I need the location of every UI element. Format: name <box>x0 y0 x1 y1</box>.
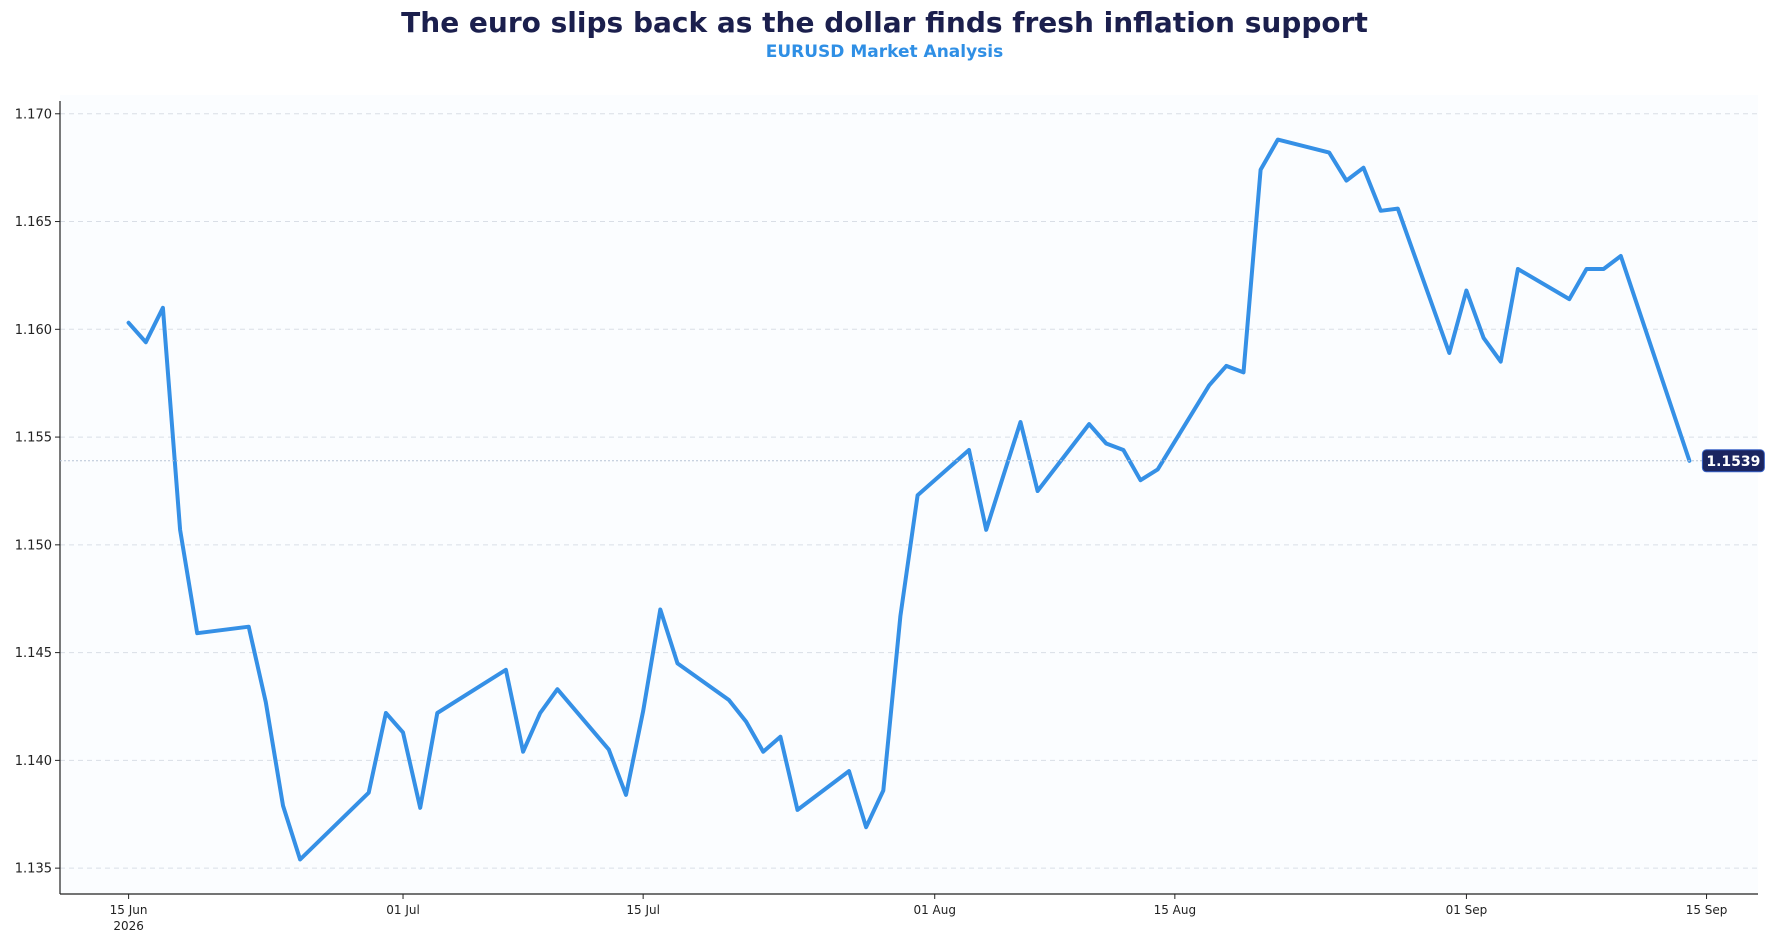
grid-lines <box>60 95 1758 894</box>
x-tick-label: 15 Jul <box>626 903 660 917</box>
x-axis-ticks: 15 Jun 2026 01 Jul 15 Jul 01 Aug 15 Aug 01 Sep… <box>110 894 1728 933</box>
chart-title: The euro slips back as the dollar finds … <box>401 6 1368 39</box>
y-tick-label: 1.165 <box>15 215 52 230</box>
y-tick-label: 1.155 <box>15 431 52 446</box>
x-tick-label: 01 Sep <box>1446 903 1488 917</box>
x-tick-label: 15 Aug <box>1154 903 1197 917</box>
x-tick-label: 01 Aug <box>913 903 956 917</box>
last-value-badge <box>1701 449 1765 473</box>
series-layer <box>126 137 1692 862</box>
x-tick-label: 15 Sep <box>1686 903 1728 917</box>
last-value-label: 1.1539 <box>1706 454 1760 470</box>
y-tick-label: 1.135 <box>15 862 52 877</box>
x-tick-year-label: 2026 <box>113 919 144 933</box>
x-tick-label: 01 Jul <box>386 903 420 917</box>
chart-subtitle: EURUSD Market Analysis <box>765 42 1004 62</box>
y-tick-label: 1.170 <box>15 107 52 122</box>
series-line <box>126 137 1692 862</box>
y-axis-ticks: 1.135 1.140 1.145 1.150 1.155 1.160 1.165 1.170 <box>15 107 60 877</box>
y-tick-label: 1.140 <box>15 754 52 769</box>
y-tick-label: 1.150 <box>15 538 52 553</box>
axes <box>59 101 1758 895</box>
y-tick-label: 1.145 <box>15 646 52 661</box>
y-tick-label: 1.160 <box>15 323 52 338</box>
x-tick-label: 15 Jun <box>110 903 148 917</box>
last-value-layer: 1.1539 <box>60 449 1765 473</box>
plot-background <box>60 95 1758 894</box>
